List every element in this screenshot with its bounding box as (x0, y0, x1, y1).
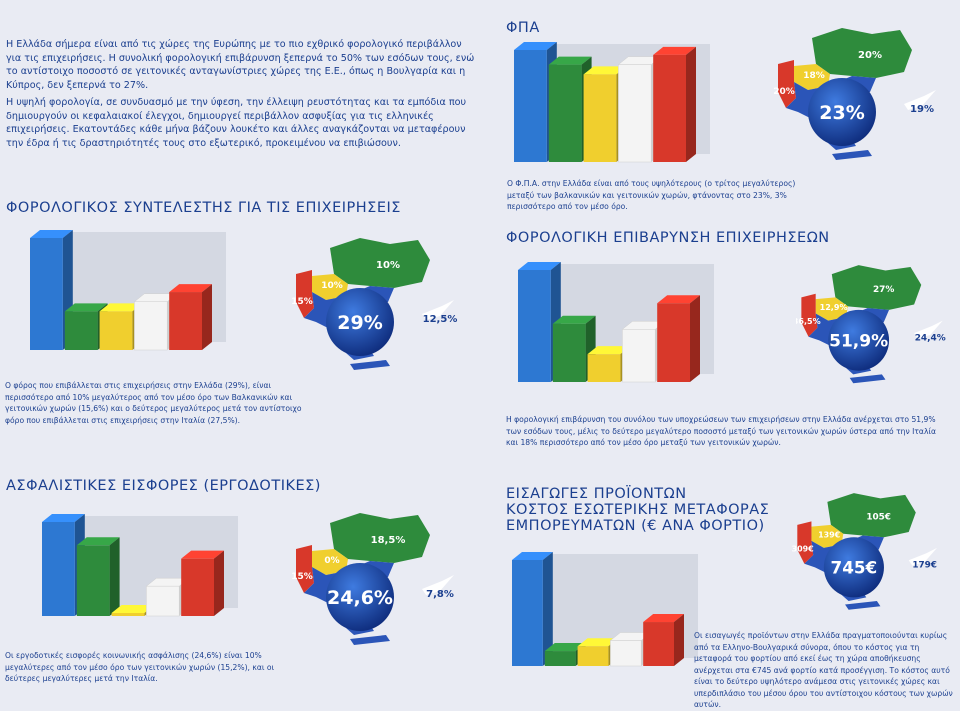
bar-albania (657, 295, 700, 382)
map-label-cyprus: 12,5% (423, 314, 458, 325)
map-label-red: 36,5% (796, 317, 821, 326)
greece-value-circle (808, 78, 876, 146)
map-label-yellow: 0% (324, 556, 339, 566)
map-label-greece: 51,9% (829, 332, 888, 352)
bulgaria-region (330, 238, 430, 288)
greece-value-circle (326, 288, 394, 356)
map-label-red: 15% (291, 572, 313, 582)
vat-bar-chart (514, 42, 710, 163)
bar-greece (512, 552, 553, 666)
map-label-green: 20% (858, 50, 882, 61)
cyprus-region (904, 90, 936, 110)
crete-region (350, 635, 390, 645)
vat-map: 23% 20% 18% 20% 19% (773, 28, 936, 160)
bar-albania (169, 284, 212, 350)
bar-albania (653, 46, 696, 162)
crete-region (350, 360, 390, 370)
map-label-green: 27% (873, 285, 894, 295)
cyprus-region (422, 575, 454, 595)
bar-cyprus (609, 632, 652, 667)
map-label-green: 10% (376, 260, 400, 271)
corporate-tax-map: 29% 10% 10% 15% 12,5% (291, 238, 458, 370)
albania-region (797, 521, 814, 564)
transport-bar-chart (512, 552, 698, 667)
map-label-greece: 29% (337, 312, 382, 334)
bulgaria-region (831, 265, 922, 310)
fyrom-region (312, 549, 348, 575)
crete-region (849, 374, 886, 384)
bulgaria-region (330, 513, 430, 563)
bar-bulgaria (76, 537, 120, 616)
map-label-green: 18,5% (371, 535, 406, 546)
social-security-bar-chart (42, 514, 238, 617)
map-label-red: 20% (773, 87, 795, 97)
bulgaria-region (812, 28, 912, 78)
albania-region (296, 270, 314, 318)
cyprus-region (908, 547, 938, 566)
fyrom-region (794, 64, 830, 90)
social-security-caption: Οι εργοδοτικές εισφορές κοινωνικής ασφάλ… (5, 651, 275, 683)
map-label-yellow: 12,9% (820, 303, 848, 312)
map-label-red: 309€ (792, 544, 814, 553)
bulgaria-region (827, 493, 916, 538)
vat-caption: Ο Φ.Π.Α. στην Ελλάδα είναι από τους υψηλ… (507, 179, 796, 211)
map-label-green: 105€ (866, 513, 891, 523)
corporate-tax-title: ΦΟΡΟΛΟΓΙΚΟΣ ΣΥΝΤΕΛΕΣΤΗΣ ΓΙΑ ΤΙΣ ΕΠΙΧΕΙΡΗ… (6, 200, 401, 216)
map-label-cyprus: 7,8% (426, 589, 454, 600)
bar-greece (30, 230, 73, 350)
bar-albania (643, 614, 684, 666)
greece-value-circle (828, 309, 890, 371)
tax-burden-title: ΦΟΡΟΛΟΓΙΚΗ ΕΠΙΒΑΡΥΝΣΗ ΕΠΙΧΕΙΡΗΣΕΩΝ (506, 230, 830, 246)
map-label-cyprus: 179€ (912, 560, 937, 570)
tax-burden-map: 51,9% 27% 12,9% 36,5% 24,4% (796, 265, 946, 384)
albania-region (778, 60, 796, 108)
albania-region (801, 293, 818, 337)
intro-paragraph-2: Η υψηλή φορολογία, σε συνδυασμό με την ύ… (6, 97, 467, 149)
bar-albania (181, 550, 224, 616)
map-label-cyprus: 19% (910, 104, 934, 115)
corporate-tax-bar-chart (30, 230, 226, 351)
map-label-yellow: 18% (803, 71, 825, 81)
greece-value-circle (326, 563, 394, 631)
social-security-title: ΑΣΦΑΛΙΣΤΙΚΕΣ ΕΙΣΦΟΡΕΣ (ΕΡΓΟΔΟΤΙΚΕΣ) (6, 478, 321, 494)
map-label-yellow: 10% (321, 281, 343, 291)
transport-title-line-1: ΕΙΣΑΓΩΓΕΣ ΠΡΟΪΟΝΤΩΝ (506, 486, 687, 502)
fyrom-region (312, 274, 348, 300)
corporate-tax-caption: Ο φόρος που επιβάλλεται στις επιχειρήσει… (5, 381, 302, 425)
social-security-map: 24,6% 18,5% 0% 15% 7,8% (291, 513, 454, 645)
transport-map: 745€ 105€ 139€ 309€ 179€ (792, 493, 938, 610)
map-label-greece: 23% (819, 102, 864, 124)
crete-region (832, 150, 872, 160)
map-label-greece: 745€ (831, 558, 878, 578)
map-label-cyprus: 24,4% (915, 333, 946, 343)
transport-title-line-3: ΕΜΠΟΡΕΥΜΑΤΩΝ (€ ΑΝΑ ΦΟΡΤΙΟ) (506, 518, 765, 534)
crete-region (845, 600, 881, 610)
map-label-yellow: 139€ (818, 530, 840, 539)
fyrom-region (815, 297, 848, 321)
transport-caption: Οι εισαγωγές προϊόντων στην Ελλάδα πραγμ… (694, 631, 953, 709)
greece-value-circle (823, 537, 884, 598)
intro-paragraph-1: Η Ελλάδα σήμερα είναι από τις χώρες της … (6, 39, 475, 91)
albania-region (296, 545, 314, 593)
transport-title-line-2: ΚΟΣΤΟΣ ΕΣΩΤΕΡΙΚΗΣ ΜΕΤΑΦΟΡΑΣ (506, 502, 770, 518)
tax-burden-bar-chart (518, 262, 714, 383)
map-label-greece: 24,6% (327, 587, 393, 609)
cyprus-region (422, 300, 454, 320)
fyrom-region (811, 524, 844, 548)
cyprus-region (914, 320, 943, 339)
tax-burden-caption: Η φορολογική επιβάρυνση του συνόλου των … (506, 415, 937, 447)
vat-title: ΦΠΑ (506, 20, 540, 36)
map-label-red: 15% (291, 297, 313, 307)
